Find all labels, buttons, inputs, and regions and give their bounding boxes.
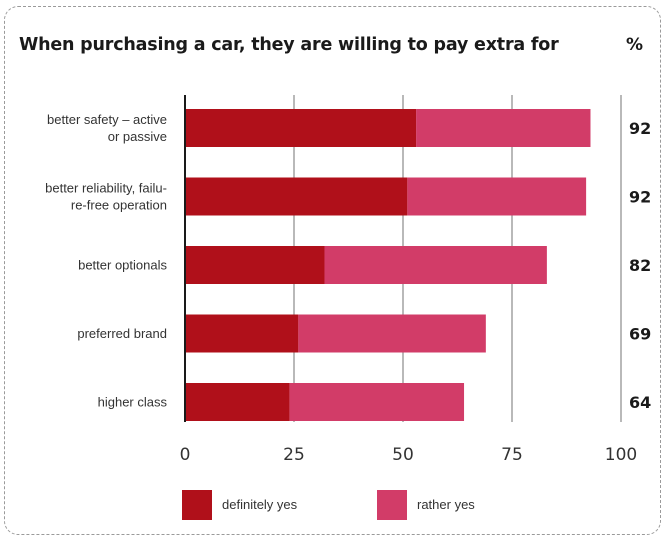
- percent-header: %: [626, 35, 644, 55]
- bar-segment: [185, 177, 408, 216]
- total-value: 92: [629, 119, 651, 138]
- category-label: preferred brand: [77, 326, 167, 341]
- x-tick-label: 50: [392, 445, 414, 465]
- legend-swatch: [182, 490, 212, 520]
- bar-segment: [289, 383, 465, 421]
- legend-label: definitely yes: [222, 497, 298, 512]
- x-tick-label: 75: [501, 445, 523, 465]
- x-tick-label: 25: [283, 445, 305, 465]
- category-label: re-free operation: [71, 198, 167, 213]
- chart-card: [4, 6, 661, 535]
- total-value: 69: [629, 325, 651, 344]
- bar-segment: [185, 314, 299, 353]
- bar-segment: [298, 314, 486, 353]
- x-tick-label: 0: [180, 445, 191, 465]
- bar-segment: [185, 383, 290, 421]
- total-value: 82: [629, 256, 651, 275]
- legend-label: rather yes: [417, 497, 475, 512]
- category-label: better safety – active: [47, 112, 167, 127]
- category-label: better optionals: [78, 258, 167, 273]
- category-label: better reliability, failu-: [45, 181, 167, 196]
- bar-segment: [416, 109, 591, 147]
- bar-segment: [185, 246, 325, 284]
- category-label: or passive: [108, 129, 167, 144]
- x-tick-label: 100: [605, 445, 637, 465]
- total-value: 92: [629, 188, 651, 207]
- total-value: 64: [629, 393, 651, 412]
- category-label: higher class: [98, 395, 168, 410]
- bar-segment: [407, 177, 587, 216]
- bar-segment: [185, 109, 417, 147]
- bar-segment: [324, 246, 547, 284]
- chart-title: When purchasing a car, they are willing …: [19, 35, 559, 55]
- legend-swatch: [377, 490, 407, 520]
